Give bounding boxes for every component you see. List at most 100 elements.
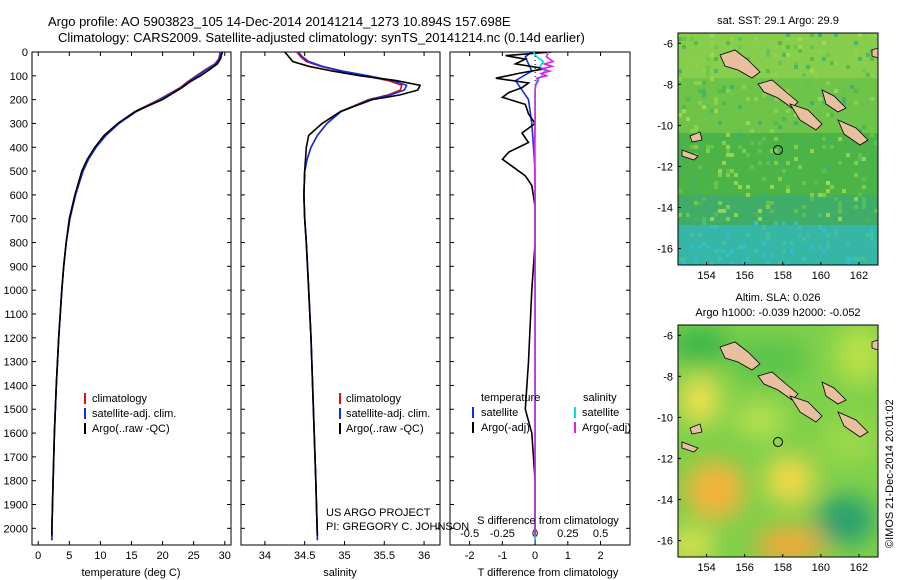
depth-tick-label: 500 [10, 166, 28, 178]
island [837, 119, 869, 146]
temperature-legend: climatology satellite-adj. clim. Argo(..… [84, 393, 176, 435]
x-tick-label: 36 [418, 550, 430, 562]
x-tick-label: 0 [35, 550, 41, 562]
legend-climatology: climatology [346, 393, 402, 405]
legend-satellite: satellite-adj. clim. [346, 408, 430, 420]
sla-map-title: Altim. SLA: 0.026 [736, 292, 821, 304]
island [719, 341, 761, 371]
map-lat-label: -14 [657, 203, 673, 215]
depth-tick-label: 1600 [4, 428, 28, 440]
island [689, 131, 703, 143]
project-annotation: US ARGO PROJECT [326, 507, 431, 519]
map-lon-label: 156 [735, 270, 753, 282]
legend-argo: Argo(..raw -QC) [346, 423, 424, 435]
legend-s-argo: Argo(-adj) [582, 422, 631, 434]
x-tick-label: 5 [66, 550, 72, 562]
depth-tick-label: 1100 [4, 309, 28, 321]
island [689, 423, 703, 435]
map-lat-label: -6 [663, 330, 673, 342]
island [789, 395, 823, 423]
temperature-profiles [51, 52, 224, 541]
depth-tick-label: 300 [10, 118, 28, 130]
map-lat-label: -16 [657, 244, 673, 256]
series-line [51, 52, 224, 536]
x-tick-label: 25 [188, 550, 200, 562]
map-lon-label: 154 [697, 562, 715, 574]
map-lat-label: -12 [657, 453, 673, 465]
difference-xlabel: T difference from climatology [478, 567, 619, 579]
salinity-legend: climatology satellite-adj. clim. Argo(..… [339, 393, 430, 435]
sla-map-axes: 154 156 158 160 162 -6 -8 -10 -12 -14 -16 [657, 330, 868, 574]
depth-tick-label: 1500 [4, 404, 28, 416]
header-line2: Climatology: CARS2009. Satellite-adjuste… [58, 30, 585, 45]
difference-xlabel2: S difference from climatology [477, 515, 619, 527]
island [757, 371, 799, 401]
depth-tick-label: 1700 [4, 452, 28, 464]
series-line [284, 52, 422, 536]
x-tick-label: 0 [532, 550, 538, 562]
pi-annotation: PI: GREGORY C. JOHNSON [326, 521, 469, 533]
map-lat-label: -16 [657, 536, 673, 548]
island [719, 49, 761, 79]
depth-tick-label: 1900 [4, 500, 28, 512]
legend-title-temperature: temperature [481, 392, 540, 404]
map-lon-label: 156 [735, 562, 753, 574]
island [871, 339, 878, 351]
difference-axes [449, 51, 631, 546]
sla-map-subtitle: Argo h1000: -0.039 h2000: -0.052 [695, 307, 860, 319]
depth-tick-label: 1400 [4, 380, 28, 392]
difference-profiles [495, 52, 556, 545]
map-lon-label: 162 [850, 270, 868, 282]
sal-diff-tick-label: -0.5 [460, 528, 479, 540]
salinity-profiles [284, 52, 422, 541]
map-lat-label: -10 [657, 120, 673, 132]
sal-diff-tick-label: 0.5 [593, 528, 608, 540]
map-lat-label: -12 [657, 161, 673, 173]
map-lon-label: 160 [812, 562, 830, 574]
legend-s-satellite: satellite [582, 407, 619, 419]
map-lat-label: -8 [663, 371, 673, 383]
island [821, 381, 847, 405]
argo-position-marker [773, 437, 783, 447]
temperature-xlabel: temperature (deg C) [81, 567, 180, 579]
depth-tick-label: 600 [10, 190, 28, 202]
x-tick-label: 10 [94, 550, 106, 562]
map-lon-label: 154 [697, 270, 715, 282]
sst-map-axes: 154 156 158 160 162 -6 -8 -10 -12 -14 -16 [657, 38, 868, 282]
map-lat-label: -8 [663, 79, 673, 91]
sst-map-title: sat. SST: 29.1 Argo: 29.9 [717, 15, 839, 27]
depth-tick-label: 1300 [4, 357, 28, 369]
x-tick-label: 2 [597, 550, 603, 562]
map-lat-label: -10 [657, 412, 673, 424]
series-line [533, 52, 556, 536]
legend-t-argo: Argo(-adj) [481, 422, 530, 434]
legend-title-salinity: salinity [583, 392, 617, 404]
credit-text: ©IMOS 21-Dec-2014 20:01:02 [884, 399, 896, 548]
x-tick-label: -2 [465, 550, 475, 562]
island [821, 89, 847, 113]
depth-tick-label: 700 [10, 214, 28, 226]
map-lon-label: 160 [812, 270, 830, 282]
depth-tick-label: 900 [10, 261, 28, 273]
depth-axis: 0 100 200 300 400 500 600 700 800 900 1000 1100 1200… [4, 47, 630, 535]
depth-tick-label: 1200 [4, 333, 28, 345]
coastline [681, 47, 878, 161]
legend-argo: Argo(..raw -QC) [92, 423, 170, 435]
sal-diff-tick-label: -0.25 [490, 528, 515, 540]
island [871, 47, 878, 59]
x-tick-label: 1 [565, 550, 571, 562]
map-lon-label: 158 [774, 562, 792, 574]
salinity-axes [240, 51, 441, 546]
salinity-xlabel: salinity [323, 567, 357, 579]
map-lat-label: -14 [657, 495, 673, 507]
coastline [681, 339, 878, 453]
map-lon-label: 162 [850, 562, 868, 574]
depth-tick-label: 100 [10, 71, 28, 83]
depth-tick-label: 400 [10, 142, 28, 154]
x-tick-label: 15 [125, 550, 137, 562]
difference-legend: temperature salinity satellite Argo(-adj… [472, 392, 631, 434]
header-line1: Argo profile: AO 5903823_105 14-Dec-2014… [48, 14, 511, 29]
depth-tick-label: 1000 [4, 285, 28, 297]
island [837, 411, 869, 438]
depth-tick-label: 0 [22, 47, 28, 59]
